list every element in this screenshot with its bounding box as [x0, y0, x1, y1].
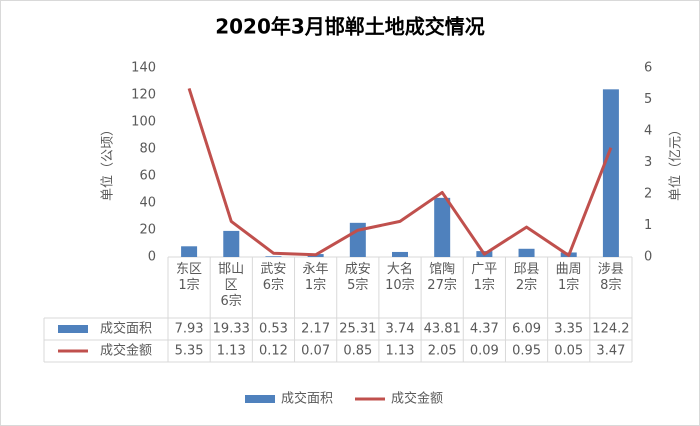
table-value: 43.81 [424, 322, 461, 337]
legend-label: 成交面积 [281, 391, 333, 407]
x-tick-label: 武安 6宗 [260, 262, 287, 293]
table-value: 3.47 [596, 344, 625, 359]
y2-axis-label: 单位（亿元） [669, 123, 684, 201]
y2-tick-label: 1 [644, 218, 652, 233]
table-value: 6.09 [512, 322, 541, 337]
table-value: 0.09 [470, 344, 499, 359]
x-tick-label: 永年 1宗 [302, 262, 329, 293]
y2-tick-label: 0 [644, 250, 652, 265]
chart-title: 2020年3月邯郸土地成交情况 [215, 15, 485, 39]
y-tick-label: 20 [139, 223, 156, 238]
table-value: 0.05 [554, 344, 583, 359]
line [187, 88, 613, 257]
table-value: 5.35 [175, 344, 204, 359]
table-value: 3.74 [386, 322, 415, 337]
table-value: 0.85 [343, 344, 372, 359]
table-value: 19.33 [213, 322, 250, 337]
y2-tick-label: 4 [644, 124, 652, 139]
x-tick-label: 东区 1宗 [175, 262, 202, 293]
y2-tick-label: 3 [644, 155, 652, 170]
table-value: 0.95 [512, 344, 541, 359]
table-value: 124.2 [592, 322, 629, 337]
bar [518, 248, 535, 257]
table-value: 25.31 [339, 322, 376, 337]
table-value: 7.93 [175, 322, 204, 337]
bar [223, 230, 240, 257]
table-value: 0.12 [259, 344, 288, 359]
x-tick-label: 涉县 8宗 [597, 262, 624, 293]
table-series-name: 成交金额 [100, 343, 152, 359]
table-value: 1.13 [217, 344, 246, 359]
legend-label: 成交金额 [391, 391, 443, 407]
y2-tick-label: 6 [644, 61, 652, 76]
x-tick-label: 大名 10宗 [385, 262, 415, 293]
table-value: 4.37 [470, 322, 499, 337]
bar [265, 256, 282, 257]
bar [181, 246, 198, 257]
y-tick-label: 80 [139, 142, 156, 157]
x-tick-label: 邯山 区 6宗 [218, 262, 245, 309]
bar [602, 89, 619, 257]
y-tick-label: 40 [139, 196, 156, 211]
y-tick-label: 0 [148, 250, 156, 265]
bar [392, 251, 408, 257]
y-tick-label: 140 [131, 61, 156, 76]
table-legend-key [58, 325, 88, 333]
legend-key [245, 395, 275, 403]
x-tick-label: 邱县 2宗 [513, 262, 540, 293]
x-tick-label: 成安 5宗 [344, 262, 371, 293]
table-value: 3.35 [554, 322, 583, 337]
y-tick-label: 60 [139, 169, 156, 184]
x-tick-label: 馆陶 27宗 [427, 262, 457, 293]
x-tick-label: 广平 1宗 [471, 262, 498, 293]
table-value: 0.53 [259, 322, 288, 337]
y-axis-label: 单位（公顷） [101, 123, 116, 201]
y-tick-label: 120 [131, 88, 156, 103]
y-tick-label: 100 [131, 115, 156, 130]
bar [434, 197, 451, 257]
x-tick-label: 曲周 1宗 [555, 262, 582, 293]
table-series-name: 成交面积 [100, 321, 152, 337]
table-value: 1.13 [386, 344, 415, 359]
table-value: 2.05 [428, 344, 457, 359]
y2-tick-label: 2 [644, 187, 652, 202]
table-value: 2.17 [301, 322, 330, 337]
y2-tick-label: 5 [644, 92, 652, 107]
table-value: 0.07 [301, 344, 330, 359]
